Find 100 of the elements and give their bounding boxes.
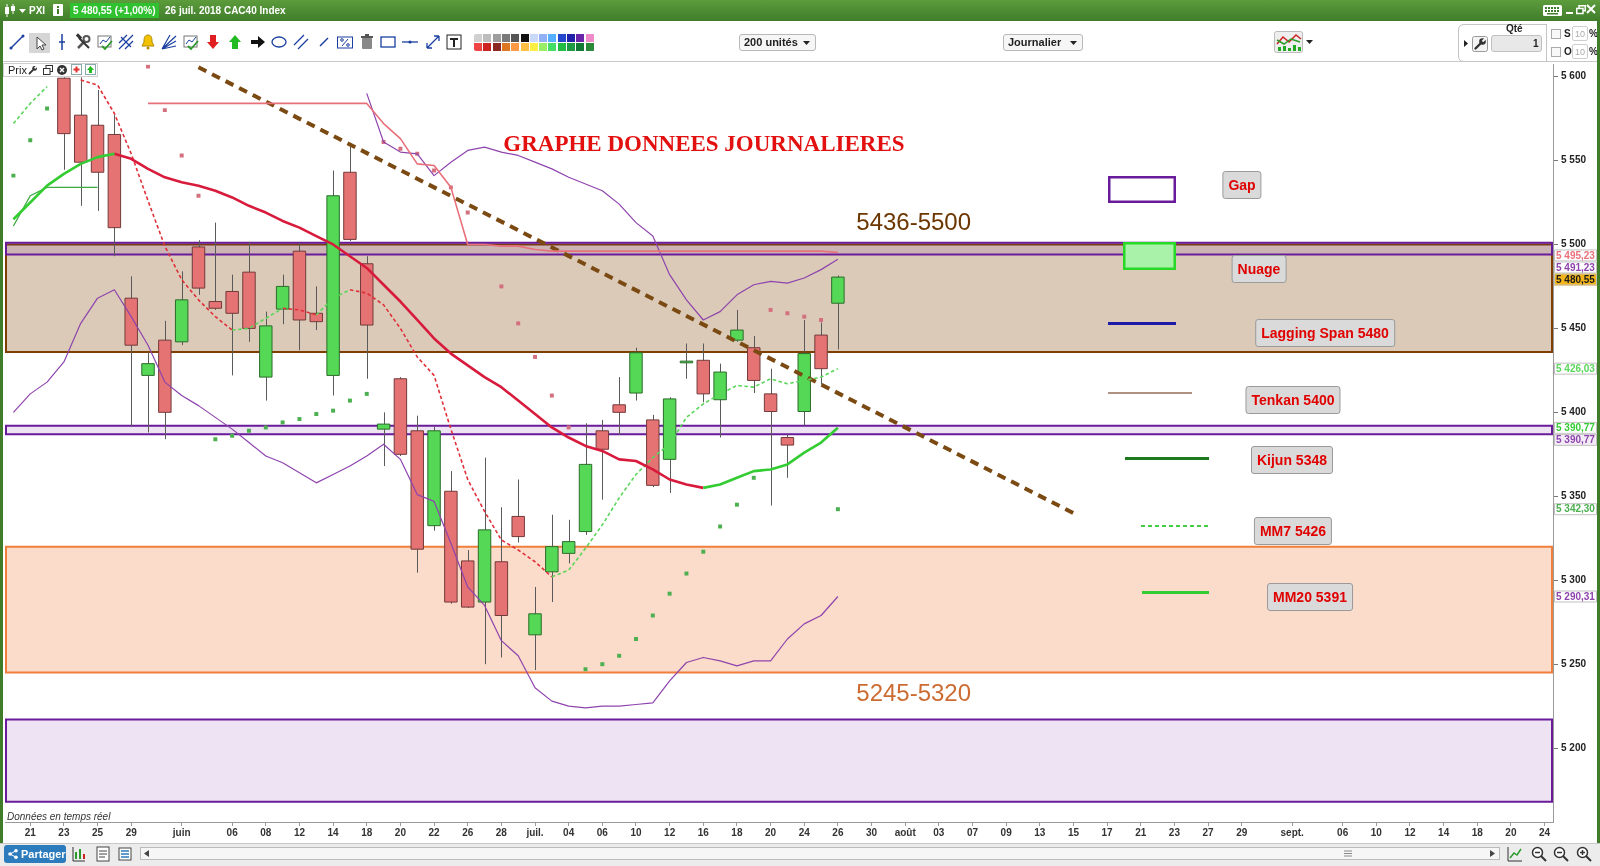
- x-tick-label: 13: [1034, 826, 1046, 838]
- x-tick-label: 06: [596, 826, 609, 838]
- point: [785, 311, 790, 316]
- candlestick: [141, 351, 155, 433]
- share-button: Partager: [4, 845, 66, 863]
- x-tick-label: 29: [1236, 826, 1248, 838]
- x-tick-label: 14: [1438, 826, 1450, 838]
- x-tick-label: 23: [1168, 826, 1181, 838]
- number-field: 10: [1572, 26, 1588, 41]
- point: [617, 653, 622, 658]
- y-tick-label: 5 350: [1561, 490, 1587, 502]
- text: S: [1564, 28, 1571, 40]
- text: 5 290,31: [1556, 590, 1596, 602]
- x-tick-label: 18: [731, 826, 743, 838]
- x-tick-label: 28: [495, 826, 508, 838]
- y-tick-label: 5 450: [1561, 322, 1587, 334]
- point: [549, 393, 554, 398]
- point: [819, 318, 824, 322]
- point: [566, 425, 571, 430]
- point: [314, 412, 319, 416]
- point: [533, 354, 537, 359]
- point: [263, 425, 268, 430]
- point: [634, 637, 638, 641]
- x-tick-label: 29: [125, 826, 138, 838]
- point: [230, 433, 235, 438]
- text: Qté: [1506, 23, 1523, 35]
- candlestick: [528, 586, 542, 671]
- number-field: 10: [1572, 44, 1588, 59]
- x-tick-label: 21: [24, 826, 37, 838]
- x-tick-label: 12: [1404, 826, 1416, 838]
- point: [297, 417, 302, 422]
- point: [734, 502, 739, 507]
- x-tick-label: 26: [462, 826, 474, 838]
- band-label: 5245-5320: [856, 679, 972, 707]
- x-tick-label: 14: [327, 826, 340, 838]
- x-tick-label: 30: [865, 826, 878, 838]
- x-tick-label: sept.: [1280, 826, 1305, 838]
- point: [432, 168, 437, 173]
- x-tick-label: 07: [966, 826, 979, 838]
- y-tick-label: 5 400: [1561, 406, 1587, 418]
- text: 5 480,55 (+1,00%): [70, 3, 159, 18]
- text: 5 390,77: [1556, 434, 1596, 446]
- x-tick-label: 20: [1505, 826, 1517, 838]
- point: [802, 314, 807, 319]
- y-tick-label: 5 300: [1561, 573, 1587, 585]
- x-tick-label: 08: [260, 826, 272, 838]
- point: [667, 591, 672, 596]
- text: 5 342,30: [1556, 503, 1596, 515]
- dropdown: 200 unités: [739, 34, 816, 51]
- x-tick-label: 09: [1000, 826, 1013, 838]
- text: 5 480,55: [1556, 273, 1596, 285]
- x-tick-label: 20: [765, 826, 777, 838]
- x-tick-label: 26: [832, 826, 844, 838]
- text: %: [1589, 46, 1598, 58]
- annotation: MM7 5426: [1253, 517, 1333, 545]
- x-tick-label: 18: [361, 826, 373, 838]
- x-tick-label: 12: [664, 826, 676, 838]
- point: [11, 173, 16, 178]
- text: PXI: [29, 4, 46, 18]
- point: [179, 153, 184, 158]
- text: 5 495,23: [1556, 249, 1596, 261]
- y-tick-label: 5 250: [1561, 657, 1587, 669]
- point: [331, 408, 336, 413]
- x-tick-label: 10: [630, 826, 642, 838]
- y-tick-label: 5 200: [1561, 741, 1587, 753]
- annotation: Nuage: [1231, 255, 1287, 283]
- annotation: Données en temps réel: [7, 811, 111, 823]
- x-tick-label: 24: [798, 826, 811, 838]
- x-tick-label: 10: [1370, 826, 1383, 838]
- x-tick-label: 20: [394, 826, 407, 838]
- band-label: 5436-5500: [856, 208, 972, 236]
- x-tick-label: juin: [171, 826, 191, 838]
- point: [768, 307, 773, 312]
- text: GRAPHE DONNEES JOURNALIERES: [503, 130, 905, 156]
- text: 5 390,77: [1556, 422, 1596, 434]
- x-tick-label: 03: [933, 826, 945, 838]
- annotation: Gap: [1222, 171, 1262, 199]
- x-tick-label: 04: [563, 826, 575, 838]
- annotation: Kijun 5348: [1250, 446, 1334, 474]
- point: [364, 391, 369, 396]
- x-tick-label: 16: [697, 826, 710, 838]
- text: O: [1564, 46, 1572, 58]
- point: [162, 108, 167, 113]
- text: %: [1589, 28, 1598, 40]
- x-tick-label: 23: [58, 826, 70, 838]
- annotation: Prix: [8, 64, 27, 76]
- x-tick-label: 17: [1101, 826, 1114, 838]
- annotation: Tenkan 5400: [1245, 386, 1341, 414]
- point: [600, 662, 605, 667]
- y-tick-label: 5 500: [1561, 238, 1587, 250]
- point: [499, 284, 504, 289]
- quantity-field: 1: [1491, 35, 1542, 52]
- point: [516, 321, 521, 326]
- point: [835, 507, 840, 512]
- x-tick-label: 24: [1539, 826, 1551, 838]
- point: [45, 106, 50, 111]
- annotation: Lagging Span 5480: [1255, 319, 1395, 347]
- dropdown: Journalier: [1003, 34, 1083, 51]
- x-tick-label: 06: [1337, 826, 1349, 838]
- y-tick-label: 5 600: [1561, 70, 1587, 82]
